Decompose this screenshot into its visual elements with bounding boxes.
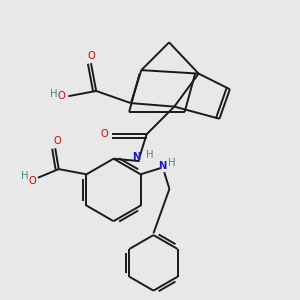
- Text: O: O: [100, 129, 108, 140]
- Text: O: O: [28, 176, 36, 186]
- Text: H: H: [168, 158, 176, 167]
- Text: N: N: [132, 152, 140, 162]
- Text: O: O: [87, 51, 95, 61]
- Text: N: N: [158, 161, 167, 171]
- Text: H: H: [21, 171, 28, 181]
- Text: H: H: [146, 149, 153, 160]
- Text: O: O: [53, 136, 61, 146]
- Text: O: O: [58, 91, 66, 101]
- Text: H: H: [50, 89, 58, 99]
